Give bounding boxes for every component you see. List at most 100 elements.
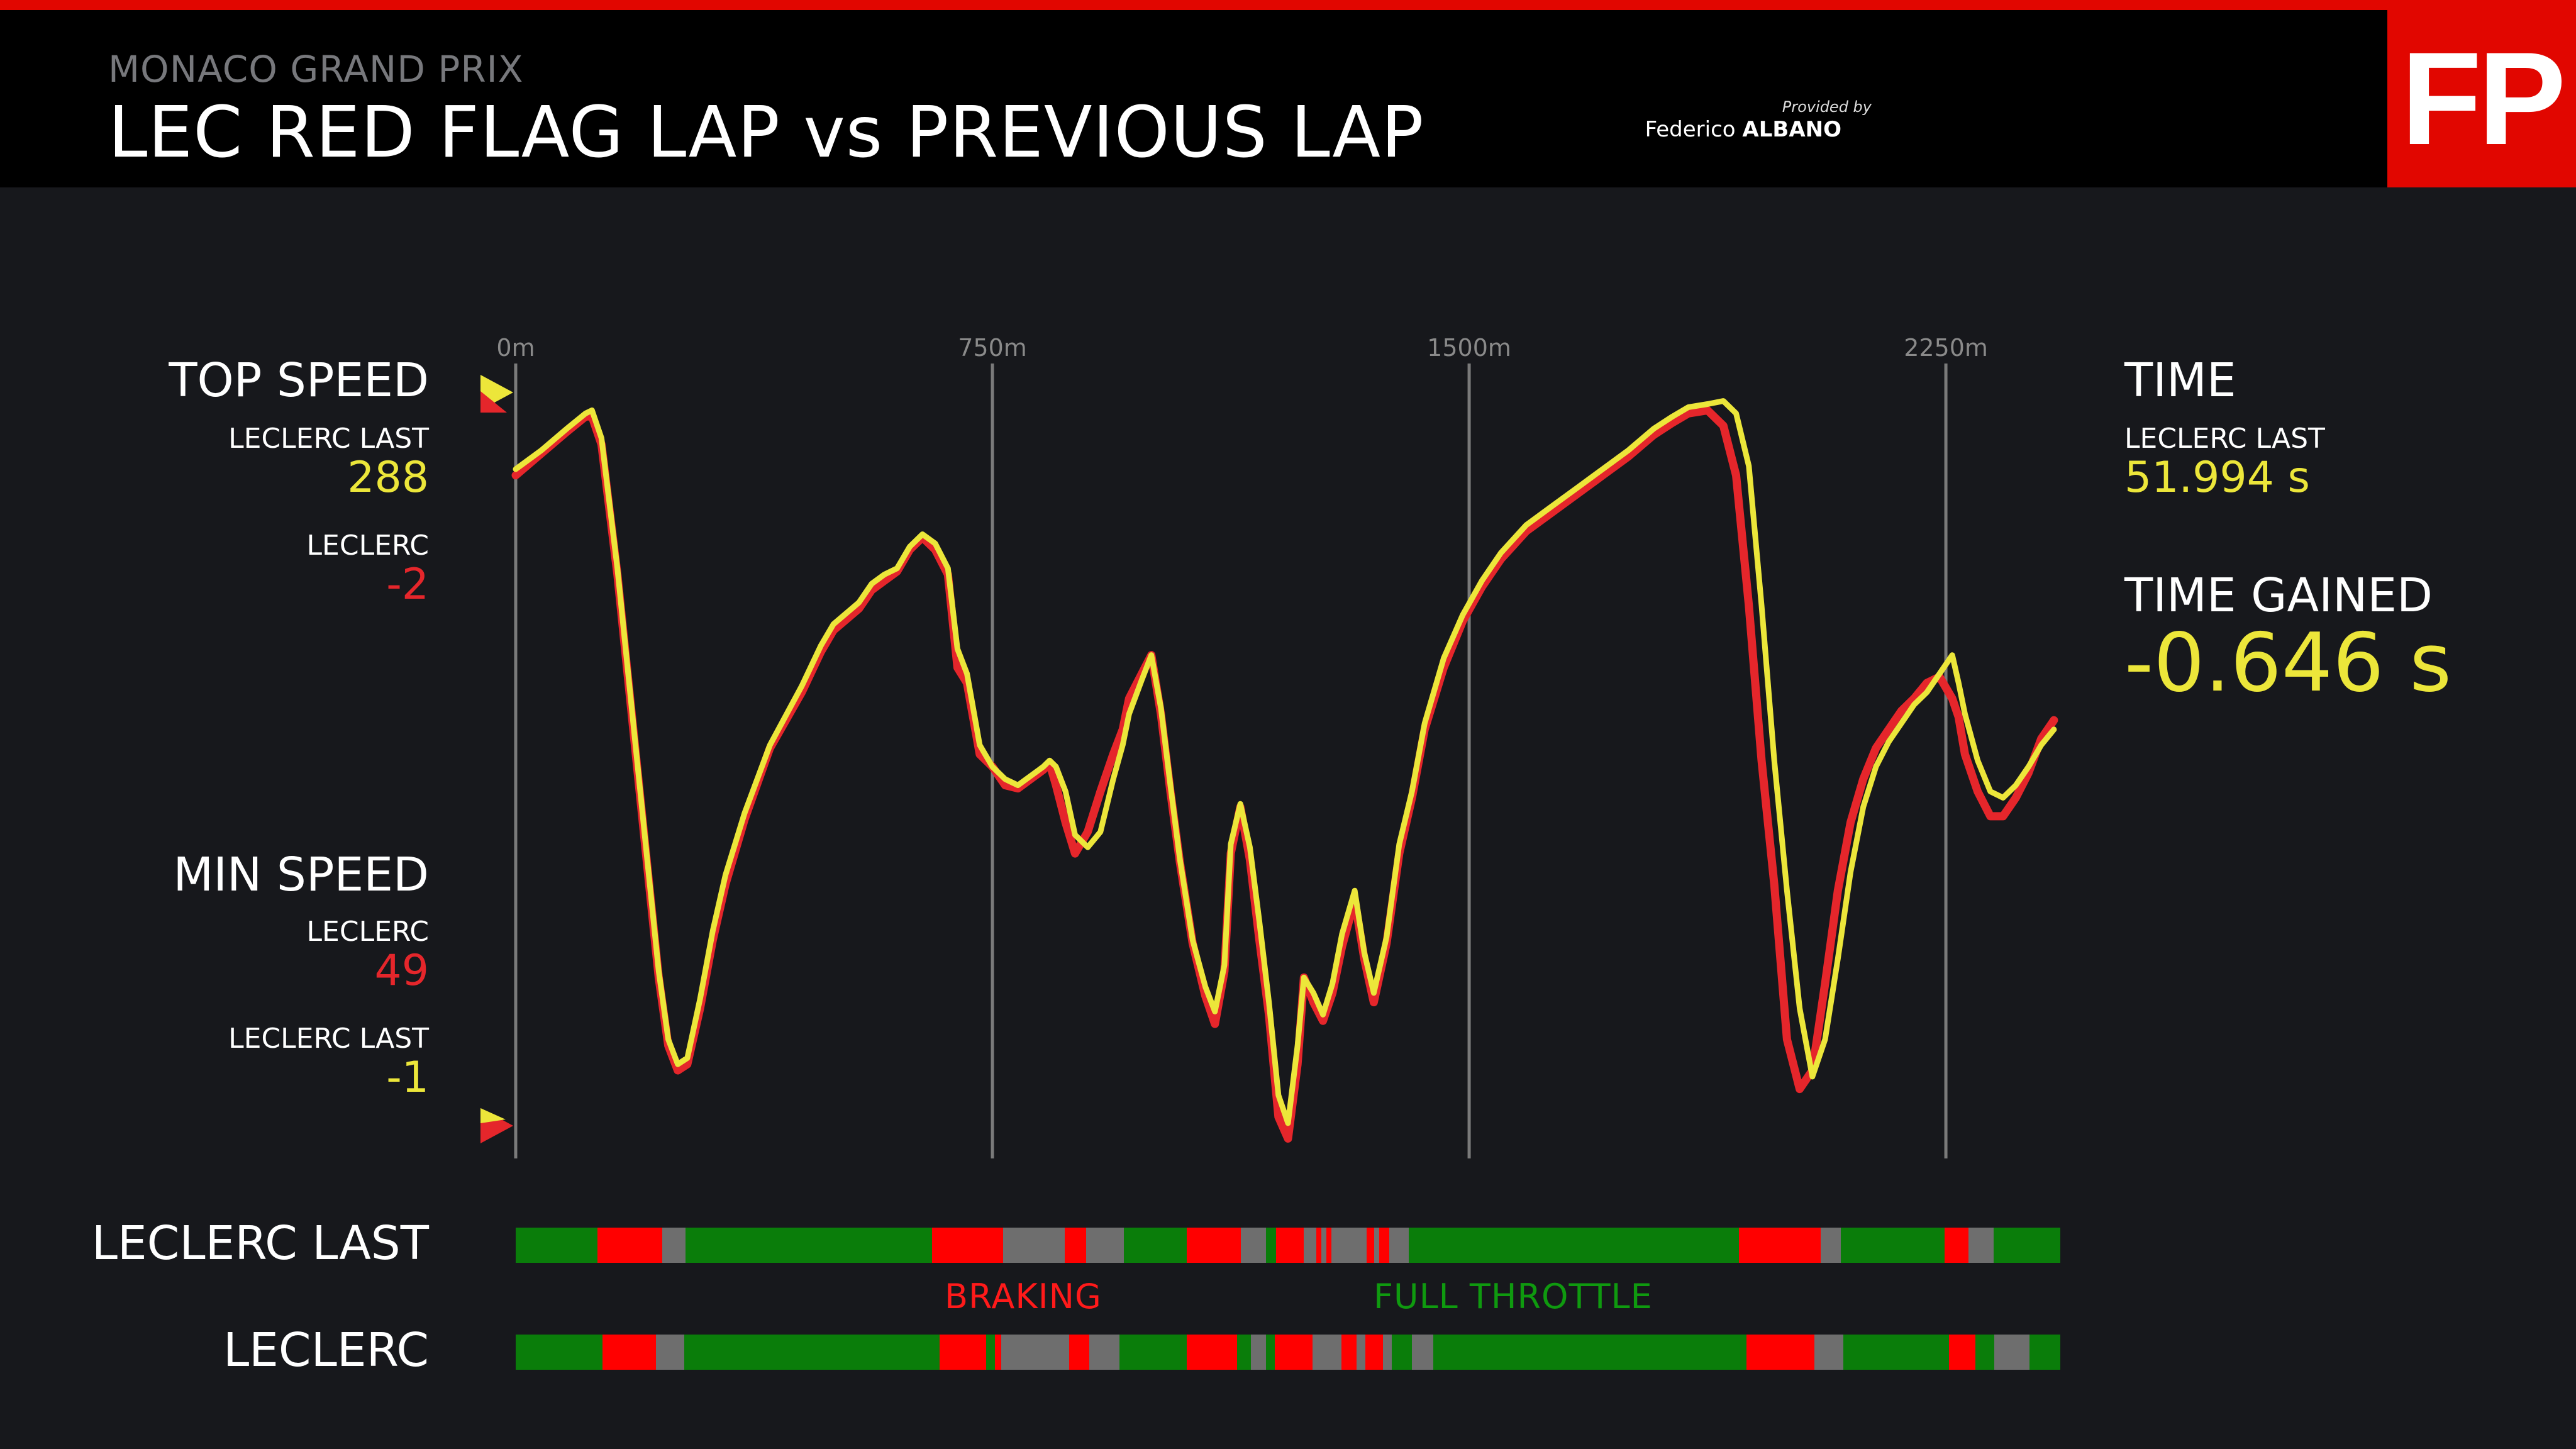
min-speed-value1: 49	[374, 946, 429, 996]
x-tick-label: 0m	[496, 334, 535, 362]
throttle-bar-last	[516, 1228, 2060, 1263]
x-tick-label: 1500m	[1427, 334, 1511, 362]
legend-full-throttle: FULL THROTTLE	[1374, 1277, 1653, 1316]
min-speed-marker-last	[480, 1108, 506, 1123]
bar-segment-throttle	[1266, 1228, 1276, 1263]
bar-segment-braking	[1379, 1228, 1389, 1263]
time-title: TIME	[2124, 353, 2236, 408]
bar-segment-coasting	[656, 1335, 684, 1370]
top-speed-value1: 288	[347, 453, 429, 502]
bar-segment-throttle	[1119, 1335, 1187, 1370]
bar-segment-coasting	[1331, 1228, 1367, 1263]
top-speed-value2: -2	[386, 560, 429, 609]
top-speed-driver2: LECLERC	[306, 530, 429, 562]
bar-segment-coasting	[662, 1228, 686, 1263]
credit-name: Federico ALBANO	[1645, 117, 1841, 142]
bar-segment-braking	[1065, 1228, 1086, 1263]
bar-segment-braking	[1746, 1335, 1814, 1370]
series-line-leclerc-last	[513, 398, 2057, 1126]
top-accent-line	[0, 0, 2576, 10]
bar-segment-braking	[1275, 1335, 1313, 1370]
bar-segment-braking	[1949, 1335, 1975, 1370]
bar-segment-coasting	[1089, 1335, 1119, 1370]
bar-segment-coasting	[1994, 1335, 2029, 1370]
min-speed-driver1: LECLERC	[306, 916, 429, 948]
bar-segment-throttle	[686, 1228, 932, 1263]
top-speed-driver1: LECLERC LAST	[228, 423, 429, 455]
min-speed-title: MIN SPEED	[173, 848, 429, 902]
bar-label-current: LECLERC	[223, 1323, 429, 1377]
bar-segment-coasting	[1968, 1228, 1994, 1263]
bar-segment-coasting	[1357, 1335, 1365, 1370]
bar-segment-coasting	[1003, 1228, 1065, 1263]
x-tick-label: 750m	[958, 334, 1027, 362]
bar-segment-coasting	[1389, 1228, 1409, 1263]
bar-segment-throttle	[1975, 1335, 1994, 1370]
bar-segment-coasting	[1313, 1335, 1341, 1370]
top-speed-marker-current	[480, 391, 507, 413]
bar-segment-braking	[1341, 1335, 1357, 1370]
bar-segment-throttle	[1392, 1335, 1412, 1370]
credit-last-name: ALBANO	[1742, 117, 1841, 142]
bar-segment-throttle	[1843, 1335, 1949, 1370]
bar-segment-braking	[932, 1228, 1003, 1263]
bar-segment-throttle	[1841, 1228, 1945, 1263]
bar-segment-coasting	[1241, 1228, 1266, 1263]
bar-segment-braking	[1945, 1228, 1968, 1263]
bar-segment-throttle	[1994, 1228, 2060, 1263]
bar-segment-coasting	[1821, 1228, 1841, 1263]
credit-caption: Provided by	[1782, 98, 1872, 116]
min-speed-value2: -1	[386, 1053, 429, 1102]
bar-segment-throttle	[1237, 1335, 1251, 1370]
bar-segment-throttle	[684, 1335, 940, 1370]
bar-segment-coasting	[1814, 1335, 1843, 1370]
time-gained-value: -0.646 s	[2124, 616, 2451, 710]
throttle-bar-current	[516, 1335, 2060, 1370]
bar-segment-coasting	[1086, 1228, 1124, 1263]
header-bar: MONACO GRAND PRIX LEC RED FLAG LAP vs PR…	[0, 10, 2387, 187]
bar-segment-throttle	[516, 1335, 602, 1370]
bar-segment-coasting	[1412, 1335, 1433, 1370]
bar-segment-coasting	[1321, 1228, 1326, 1263]
bar-segment-braking	[1326, 1228, 1331, 1263]
bar-segment-throttle	[1433, 1335, 1746, 1370]
event-name: MONACO GRAND PRIX	[108, 48, 524, 91]
bar-segment-coasting	[1374, 1228, 1379, 1263]
bar-segment-braking	[597, 1228, 662, 1263]
time-value: 51.994 s	[2124, 453, 2310, 502]
bar-segment-throttle	[2029, 1335, 2060, 1370]
bar-segment-throttle	[1409, 1228, 1739, 1263]
legend-braking: BRAKING	[945, 1277, 1102, 1316]
top-speed-title: TOP SPEED	[169, 353, 429, 408]
bar-segment-braking	[1365, 1335, 1383, 1370]
bar-segment-throttle	[516, 1228, 597, 1263]
credit-first-name: Federico	[1645, 117, 1736, 142]
bar-segment-coasting	[1304, 1228, 1316, 1263]
bar-segment-throttle	[1124, 1228, 1187, 1263]
bar-segment-coasting	[1383, 1335, 1392, 1370]
bar-segment-braking	[1367, 1228, 1374, 1263]
time-driver: LECLERC LAST	[2124, 423, 2325, 455]
bar-segment-braking	[1316, 1228, 1321, 1263]
bar-segment-braking	[1187, 1228, 1241, 1263]
bar-segment-throttle	[1266, 1335, 1275, 1370]
logo-text: FP	[2401, 25, 2566, 172]
speed-trace-chart: 0m 750m 1500m 2250m	[480, 334, 2058, 1158]
bar-segment-coasting	[1001, 1335, 1069, 1370]
page-title: LEC RED FLAG LAP vs PREVIOUS LAP	[108, 92, 1424, 174]
bar-label-last: LECLERC LAST	[91, 1216, 429, 1270]
bar-segment-braking	[940, 1335, 986, 1370]
bar-segment-braking	[995, 1335, 1001, 1370]
x-tick-label: 2250m	[1904, 334, 1988, 362]
bar-segment-braking	[1276, 1228, 1304, 1263]
bar-segment-throttle	[986, 1335, 995, 1370]
fp-logo: FP	[2387, 10, 2576, 187]
bar-segment-braking	[1187, 1335, 1237, 1370]
bar-segment-braking	[1069, 1335, 1089, 1370]
min-speed-driver2: LECLERC LAST	[228, 1023, 429, 1055]
bar-segment-braking	[1739, 1228, 1821, 1263]
time-gained-title: TIME GAINED	[2124, 569, 2433, 623]
bar-segment-coasting	[1251, 1335, 1266, 1370]
series-line-leclerc	[511, 406, 2058, 1143]
bar-segment-braking	[602, 1335, 656, 1370]
